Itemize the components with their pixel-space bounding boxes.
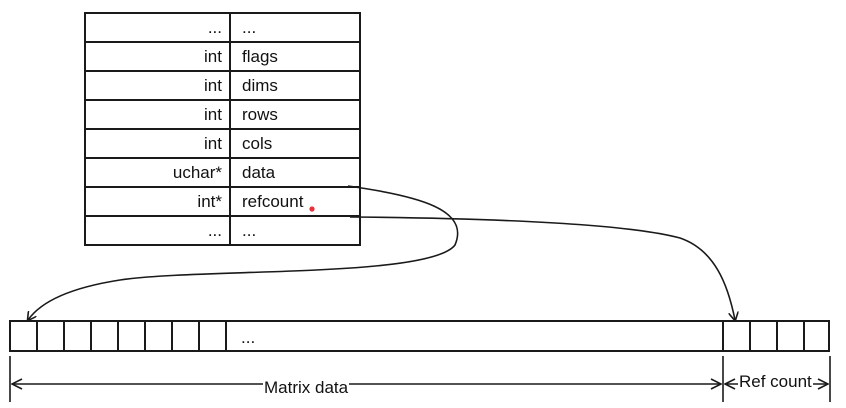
- buffer-cell: [173, 322, 200, 350]
- struct-row: ... ...: [84, 12, 361, 43]
- field-type: ...: [84, 12, 231, 43]
- buffer-ellipsis: ...: [241, 328, 256, 347]
- field-name: flags: [229, 41, 361, 72]
- field-name: refcount: [229, 186, 361, 217]
- buffer-cell: [778, 322, 805, 350]
- field-type: int: [84, 128, 231, 159]
- data-pointer-arrow: [28, 185, 459, 320]
- field-type: int: [84, 70, 231, 101]
- struct-row: int flags: [84, 41, 361, 72]
- field-type: ...: [84, 215, 231, 246]
- buffer-cell: [11, 322, 38, 350]
- field-type: int*: [84, 186, 231, 217]
- field-type: int: [84, 41, 231, 72]
- buffer-cell-ellipsis: [227, 322, 724, 350]
- struct-row: int cols: [84, 128, 361, 159]
- field-type: int: [84, 99, 231, 130]
- field-name: ...: [229, 215, 361, 246]
- buffer-cell: [38, 322, 65, 350]
- struct-row: ... ...: [84, 215, 361, 246]
- ref-count-label: Ref count: [738, 372, 813, 392]
- struct-row: int* refcount: [84, 186, 361, 217]
- refcount-cell: [724, 322, 751, 350]
- buffer-cell: [200, 322, 227, 350]
- field-type: uchar*: [84, 157, 231, 188]
- field-name: cols: [229, 128, 361, 159]
- field-name: dims: [229, 70, 361, 101]
- struct-row: int rows: [84, 99, 361, 130]
- matrix-data-label: Matrix data: [263, 378, 350, 398]
- buffer-cell: [92, 322, 119, 350]
- field-name: data: [229, 157, 361, 188]
- field-name: rows: [229, 99, 361, 130]
- field-name: ...: [229, 12, 361, 43]
- struct-row: int dims: [84, 70, 361, 101]
- refcount-label: refcount: [242, 192, 304, 211]
- memory-buffer: ...: [9, 320, 830, 352]
- buffer-cell: [146, 322, 173, 350]
- buffer-cell: [65, 322, 92, 350]
- buffer-cell: [751, 322, 778, 350]
- buffer-cell: [119, 322, 146, 350]
- mat-header-table: ... ... int flags int dims int rows int …: [84, 12, 361, 246]
- refcount-marker-dot: [309, 206, 315, 212]
- refcount-pointer-arrow: [349, 216, 735, 320]
- struct-row: uchar* data: [84, 157, 361, 188]
